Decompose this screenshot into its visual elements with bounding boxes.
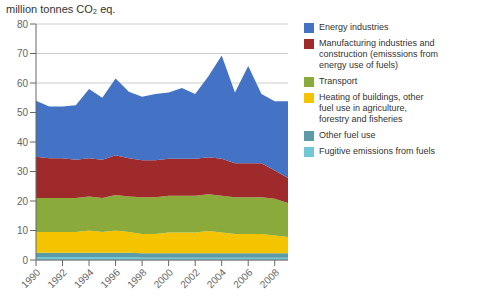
html-text:Heating of buildings, other fu: Heating of buildings, other fuel use in … — [319, 92, 424, 124]
svg-text:10: 10 — [17, 225, 29, 236]
html-text:Other fuel use: Other fuel use — [319, 130, 376, 140]
svg-text:20: 20 — [17, 196, 29, 207]
svg-text:50: 50 — [17, 107, 29, 118]
svg-text:2000: 2000 — [152, 266, 176, 290]
svg-text:1996: 1996 — [99, 266, 123, 290]
svg-text:2004: 2004 — [205, 266, 229, 290]
svg-text:2006: 2006 — [231, 266, 255, 290]
html-text:Fugitive emissions from fuels: Fugitive emissions from fuels — [319, 146, 435, 156]
svg-text:70: 70 — [17, 48, 29, 59]
html-text:Transport: Transport — [319, 76, 358, 86]
svg-text:60: 60 — [17, 78, 29, 89]
svg-text:30: 30 — [17, 166, 29, 177]
svg-text:2008: 2008 — [258, 266, 282, 290]
svg-text:80: 80 — [17, 19, 29, 30]
html-text:Manufacturing industries and c: Manufacturing industries and constructio… — [319, 38, 438, 70]
svg-text:1998: 1998 — [125, 266, 149, 290]
svg-text:40: 40 — [17, 137, 29, 148]
svg-text:1994: 1994 — [72, 266, 96, 290]
svg-text:2002: 2002 — [178, 266, 202, 290]
html-text:million tonnes CO₂ eq.: million tonnes CO₂ eq. — [6, 3, 116, 15]
svg-text:1992: 1992 — [45, 266, 69, 290]
html-text:Energy industries: Energy industries — [319, 22, 389, 32]
svg-text:0: 0 — [22, 255, 28, 266]
svg-text:1990: 1990 — [19, 266, 43, 290]
